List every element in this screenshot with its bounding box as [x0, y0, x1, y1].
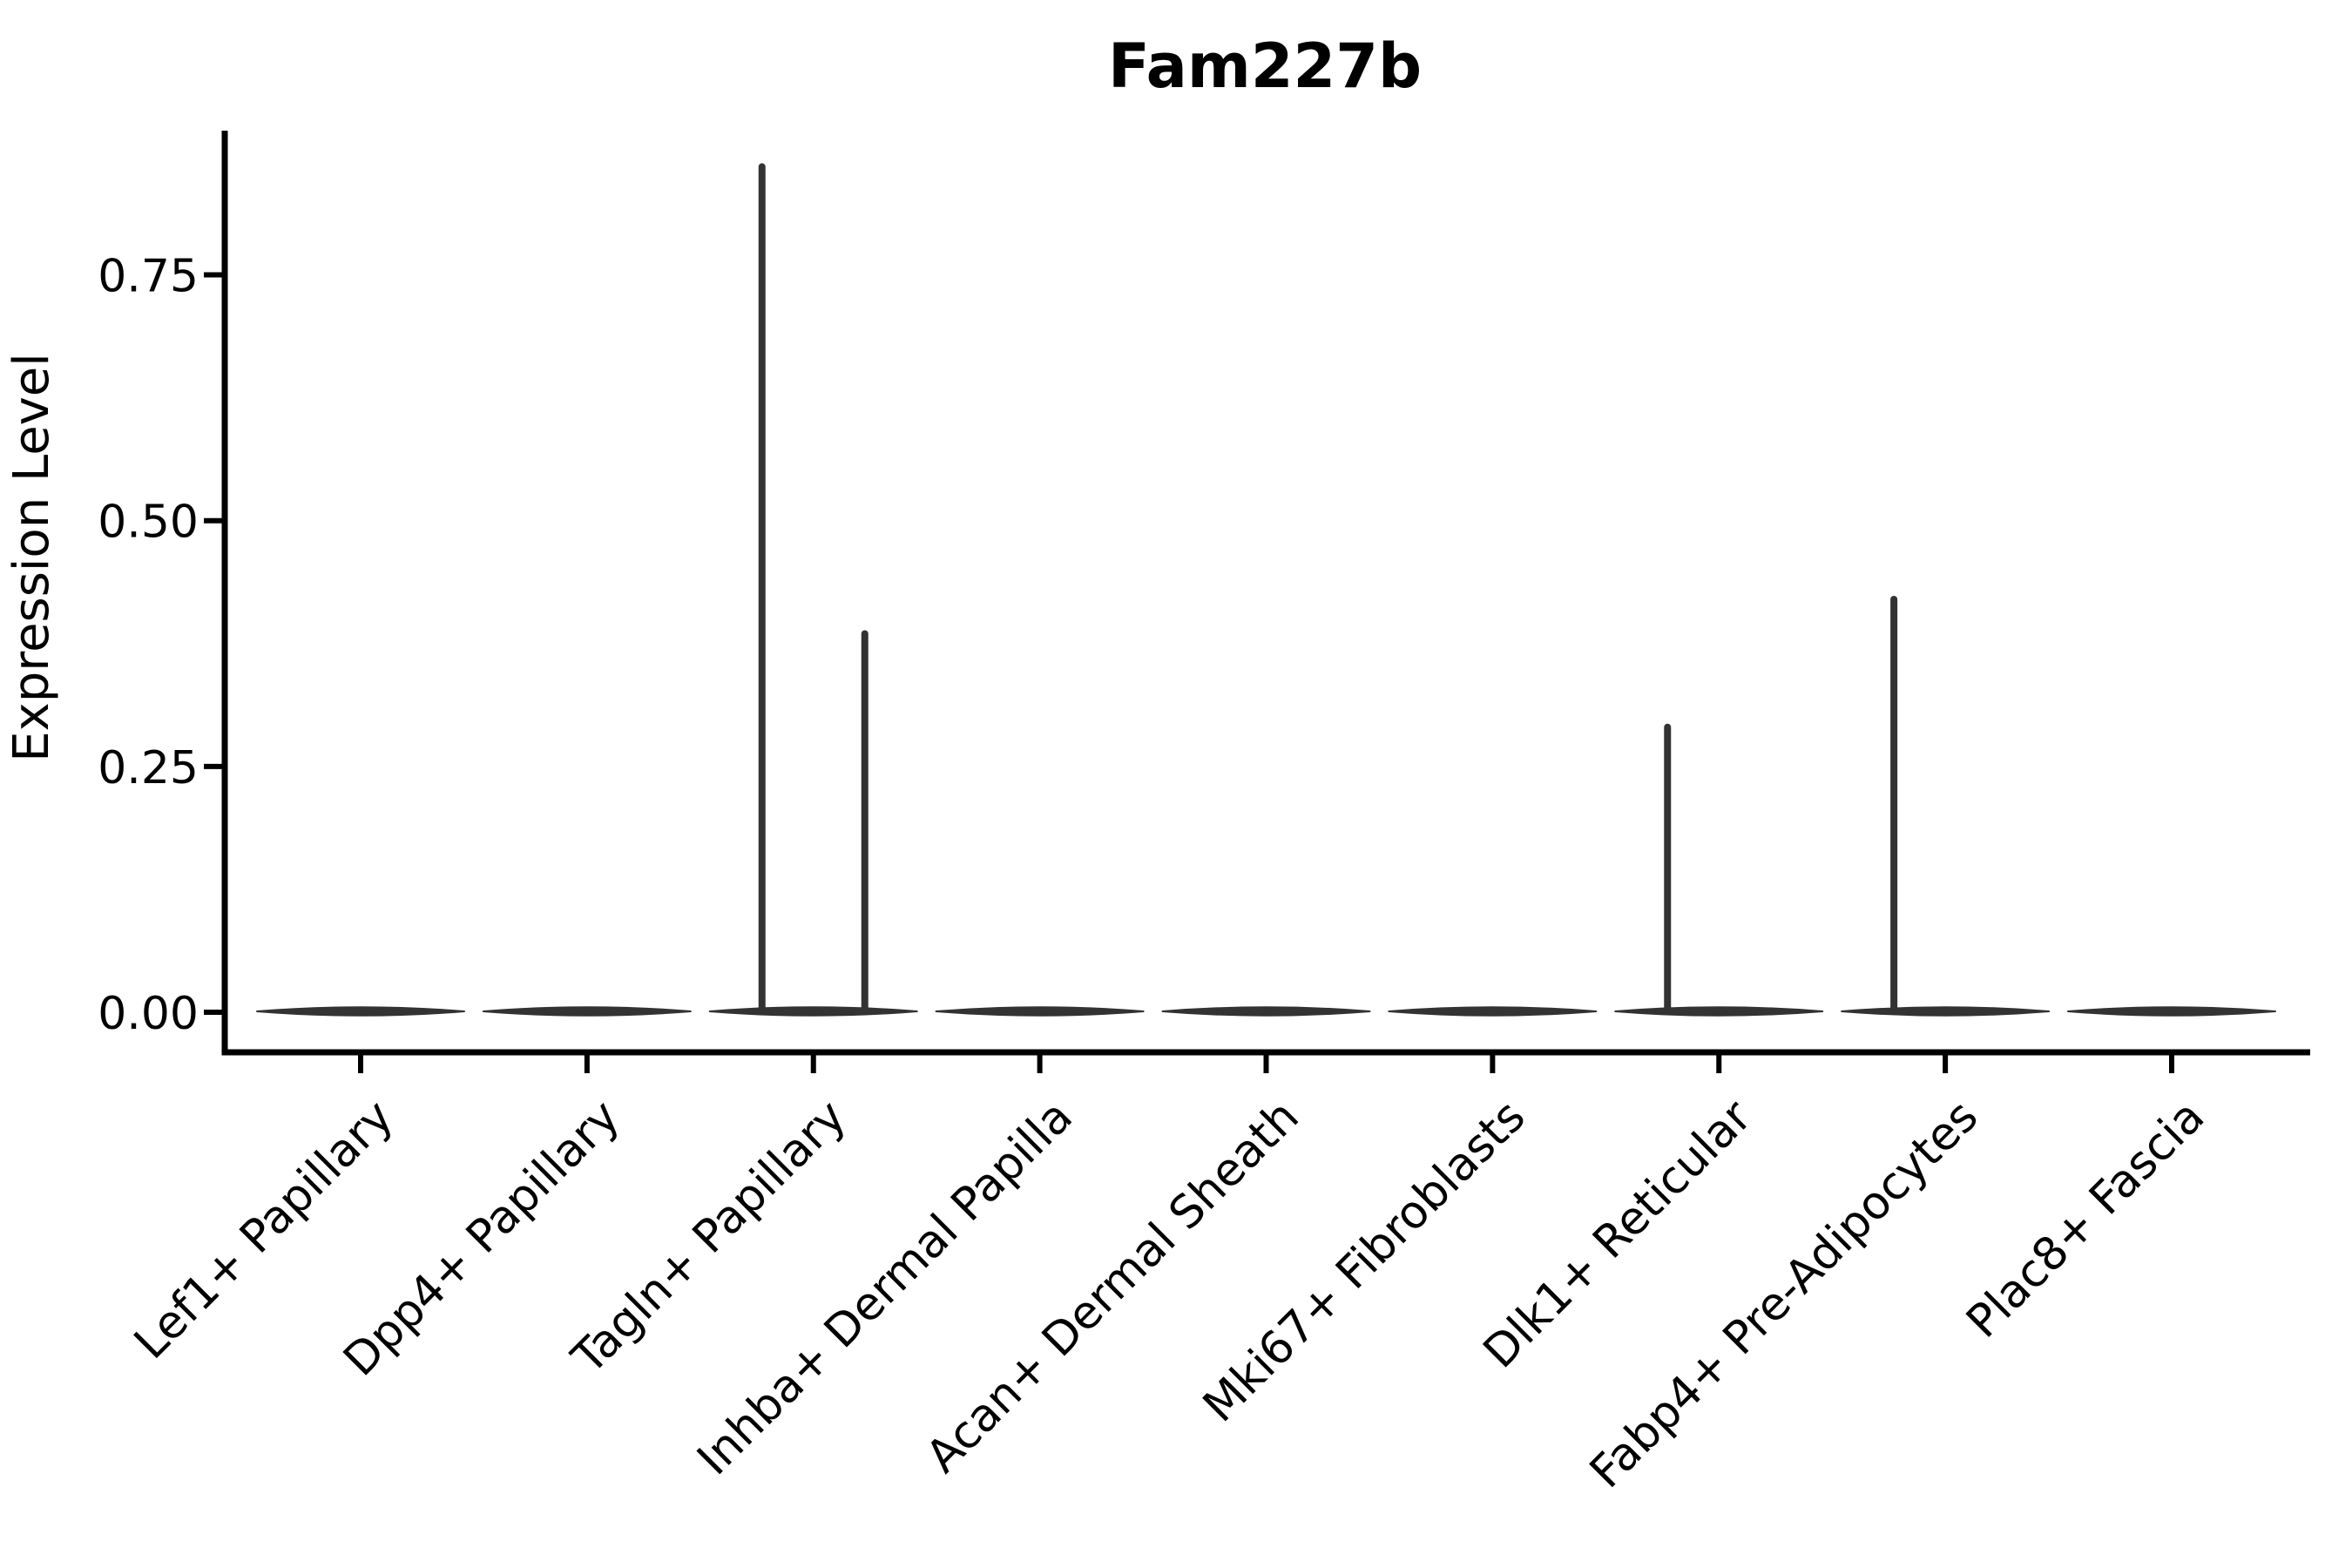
- violin-body: [482, 1006, 692, 1017]
- x-tick-label: Fabp4+ Pre-Adipocytes: [1580, 1091, 1988, 1498]
- x-tick-label: Acan+ Dermal Sheath: [916, 1091, 1309, 1484]
- y-axis-label: Expression Level: [3, 353, 60, 762]
- x-tick-label: Plac8+ Fascia: [1957, 1091, 2214, 1348]
- y-tick-label: 0.75: [98, 251, 199, 303]
- violin-layer: [256, 163, 2276, 1017]
- violin-body: [256, 1006, 465, 1017]
- y-tick-label: 0.25: [98, 742, 199, 794]
- y-tick-label: 0.00: [98, 988, 199, 1040]
- violin-body: [935, 1006, 1145, 1017]
- violin-body: [1388, 1006, 1598, 1017]
- x-tick-label: Inhba+ Dermal Papilla: [687, 1091, 1082, 1485]
- y-tick-label: 0.50: [98, 497, 199, 549]
- violin-body: [708, 1006, 918, 1017]
- violin-body: [1161, 1006, 1371, 1017]
- axes-layer: [204, 131, 2310, 1073]
- violin-body: [1841, 1006, 2051, 1017]
- violin-body: [2067, 1006, 2276, 1017]
- violin-body: [1614, 1006, 1824, 1017]
- chart-title: Fam227b: [1108, 30, 1422, 102]
